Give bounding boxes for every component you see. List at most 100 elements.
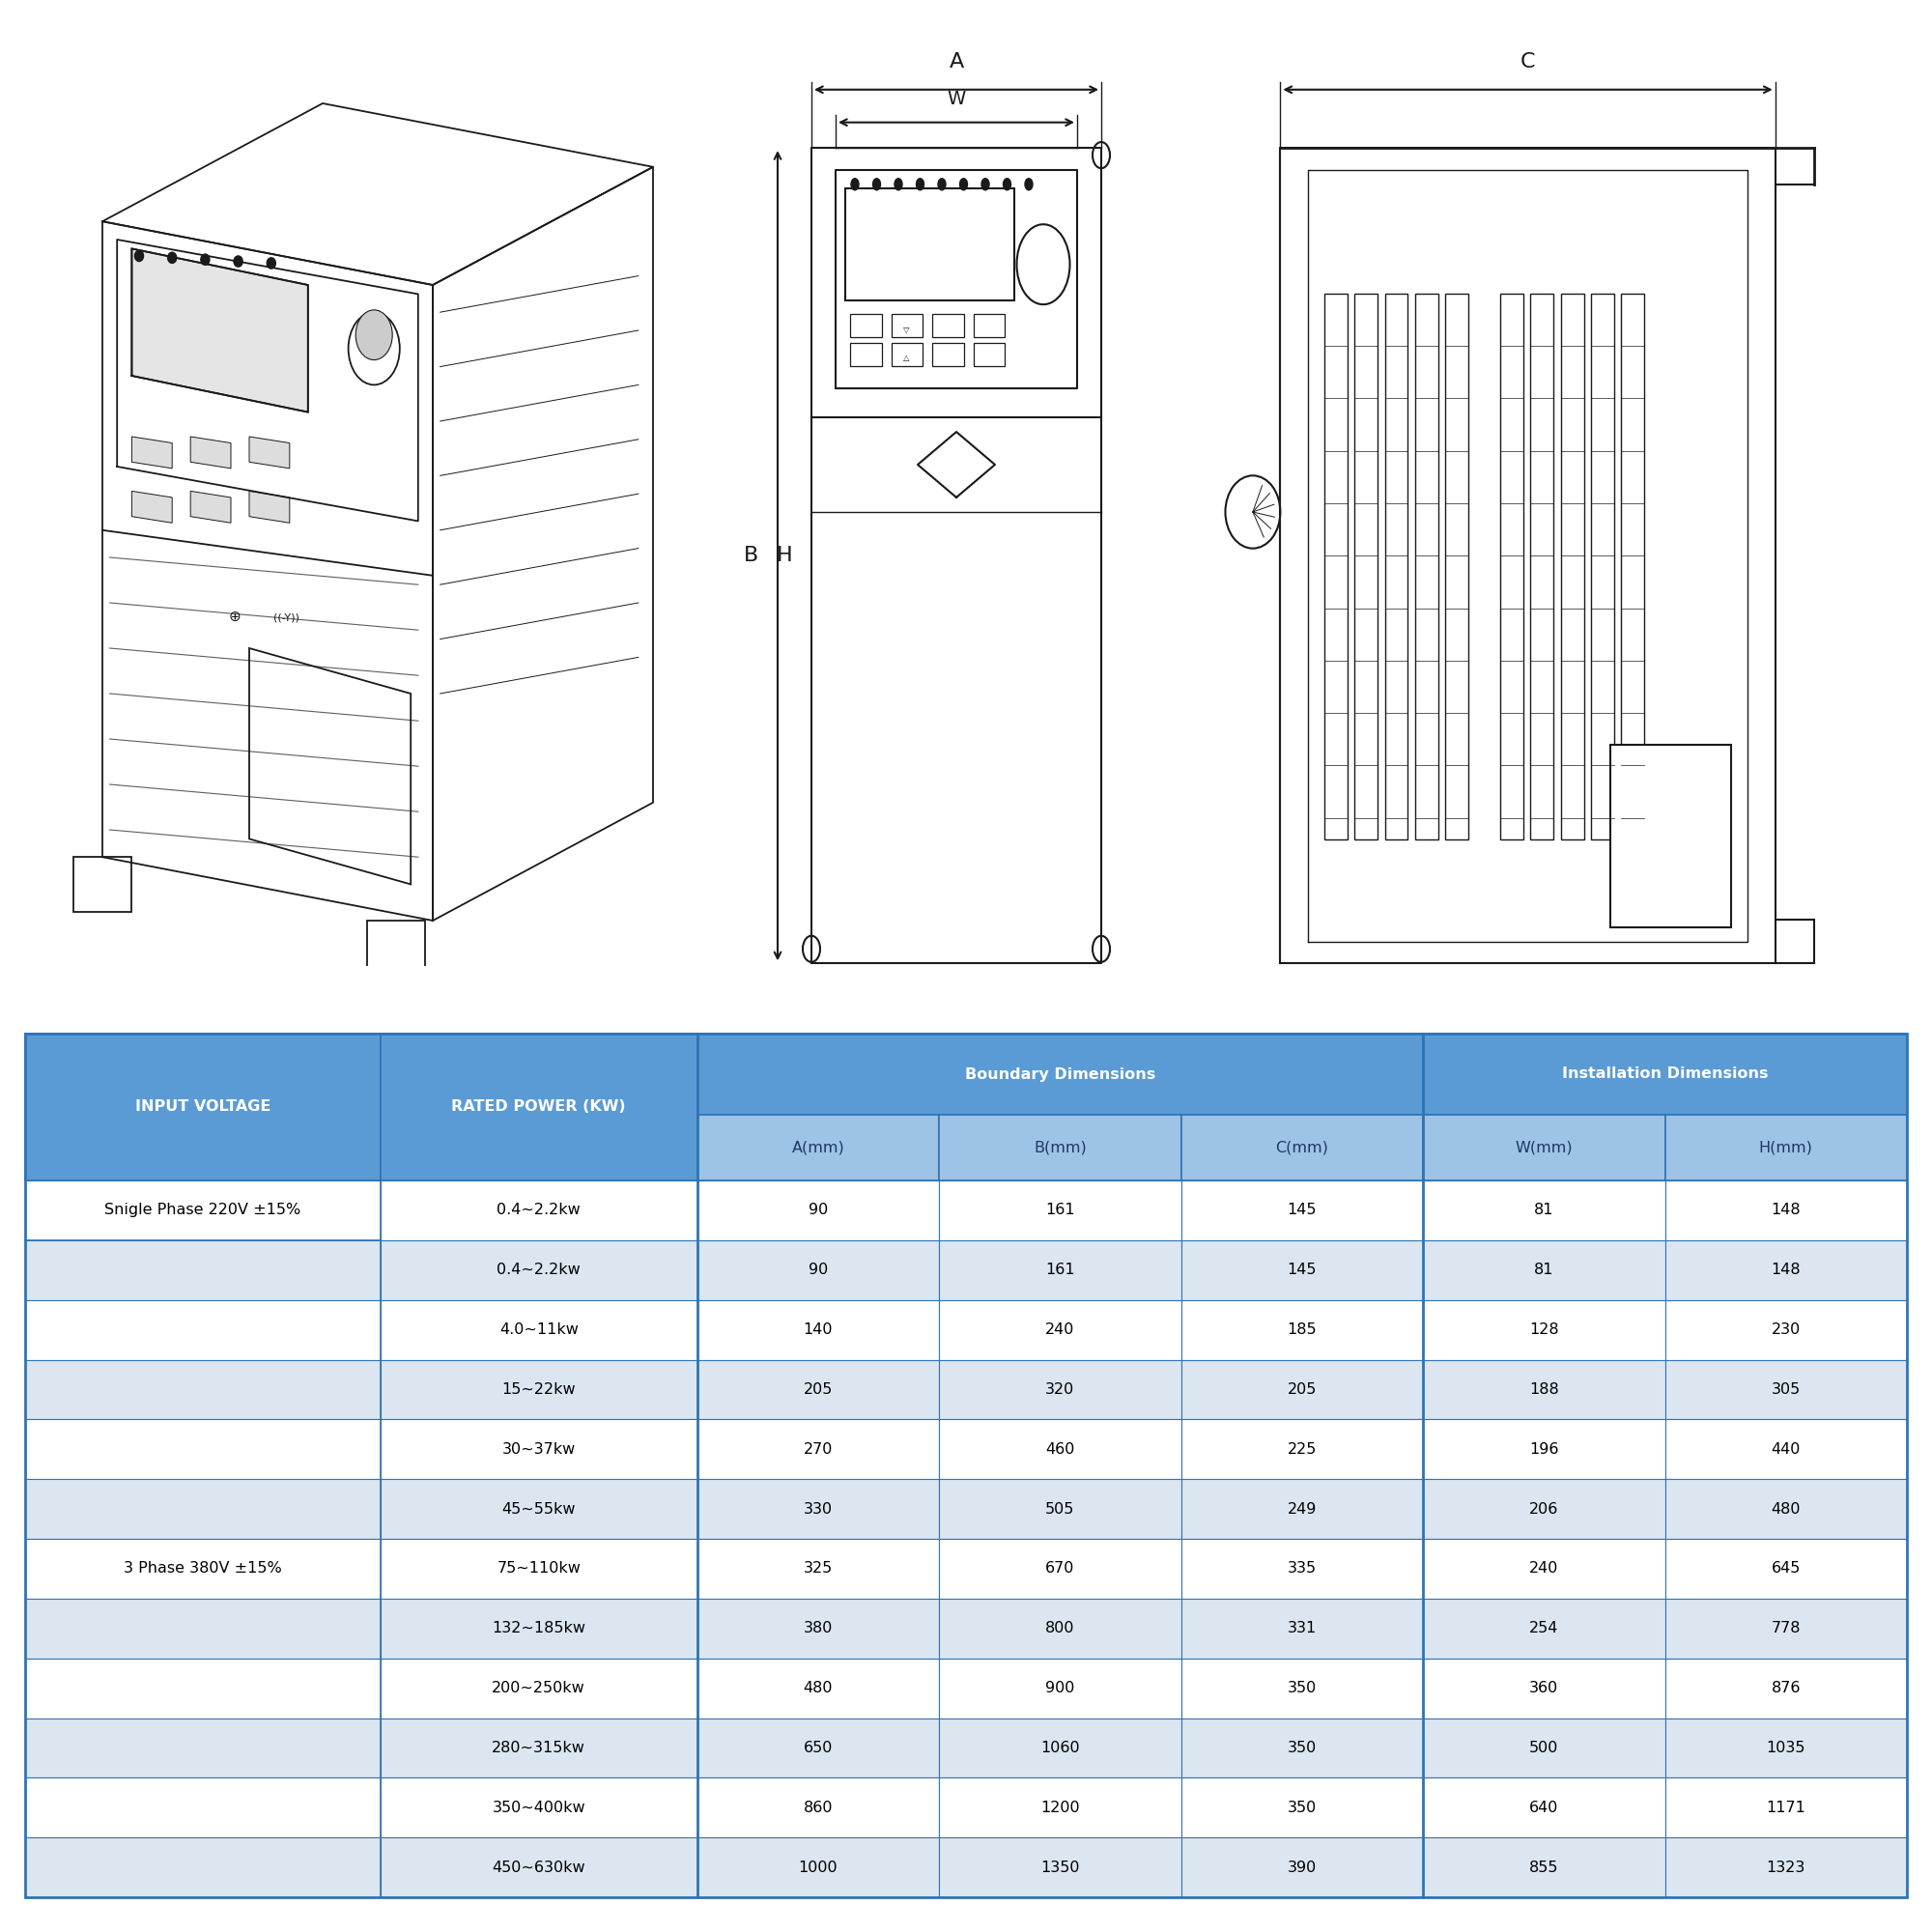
Text: INPUT VOLTAGE: INPUT VOLTAGE [135,1099,270,1115]
Text: W(mm): W(mm) [1515,1140,1573,1155]
Text: 450~630kw: 450~630kw [493,1861,585,1874]
Bar [1424,1034,1907,1115]
Bar [1424,1360,1665,1420]
Text: 205: 205 [1287,1381,1318,1397]
Text: 270: 270 [804,1441,833,1457]
Bar [939,1115,1180,1180]
Text: 1000: 1000 [798,1861,838,1874]
Text: 855: 855 [1530,1861,1559,1874]
Text: C: C [1520,52,1536,71]
Bar [25,1360,381,1420]
Bar [1445,294,1468,840]
Circle shape [1016,224,1070,305]
Bar [1424,1598,1665,1658]
Text: 225: 225 [1287,1441,1318,1457]
Text: 132~185kw: 132~185kw [493,1621,585,1636]
Text: △: △ [904,354,910,363]
Text: 1060: 1060 [1041,1741,1080,1754]
Text: 161: 161 [1045,1264,1074,1277]
Text: 650: 650 [804,1741,833,1754]
Text: 161: 161 [1045,1204,1074,1217]
Bar [381,1538,697,1598]
Bar [1665,1538,1907,1598]
Bar [697,1598,939,1658]
Bar [381,1480,697,1538]
Polygon shape [249,491,290,524]
Ellipse shape [355,309,392,359]
Text: 480: 480 [804,1681,833,1696]
Bar [931,313,964,338]
Ellipse shape [135,251,143,261]
Circle shape [1094,143,1109,168]
Bar [381,1034,697,1180]
Text: 500: 500 [1530,1741,1559,1754]
Bar [939,1538,1180,1598]
Bar [25,1034,381,1180]
Text: 81: 81 [1534,1264,1553,1277]
Text: H: H [777,547,792,566]
Bar [697,1180,939,1240]
Bar [1609,746,1731,927]
Text: 81: 81 [1534,1204,1553,1217]
Circle shape [1024,178,1032,189]
Ellipse shape [267,257,276,269]
Text: A: A [949,52,964,71]
Text: 350: 350 [1287,1741,1316,1754]
Text: C(mm): C(mm) [1275,1140,1329,1155]
Bar [939,1240,1180,1300]
Text: Snigle Phase 220V ±15%: Snigle Phase 220V ±15% [104,1204,301,1217]
Circle shape [1225,475,1281,549]
Text: 140: 140 [804,1323,833,1337]
Text: 90: 90 [808,1264,829,1277]
Text: 145: 145 [1287,1264,1318,1277]
Bar [939,1718,1180,1777]
Bar [939,1360,1180,1420]
Bar [939,1480,1180,1538]
Text: 305: 305 [1772,1381,1801,1397]
Text: ((-Y)): ((-Y)) [272,612,299,622]
Circle shape [804,935,819,962]
Bar [931,344,964,367]
Bar [25,1180,381,1240]
Bar [891,313,923,338]
Bar [1180,1300,1424,1360]
Bar [939,1180,1180,1240]
Circle shape [873,178,881,189]
Ellipse shape [234,255,243,267]
Bar [974,313,1005,338]
Bar [1424,1777,1665,1837]
Bar [1180,1658,1424,1718]
Ellipse shape [348,313,400,384]
Bar [1501,294,1522,840]
Bar [697,1034,1424,1115]
Bar [25,1777,381,1837]
Text: 480: 480 [1772,1501,1801,1517]
Bar [1180,1718,1424,1777]
Polygon shape [249,437,290,468]
Text: 148: 148 [1772,1204,1801,1217]
Bar [381,1658,697,1718]
Bar [381,1240,697,1300]
Bar [381,1300,697,1360]
Circle shape [960,178,968,189]
Text: 640: 640 [1530,1801,1559,1814]
Bar [939,1598,1180,1658]
Bar [939,1837,1180,1897]
Bar [1424,1115,1665,1180]
Bar [697,1480,939,1538]
Bar [1424,1420,1665,1480]
Bar [697,1658,939,1718]
Polygon shape [367,922,425,976]
Text: 331: 331 [1287,1621,1316,1636]
Bar [25,1300,381,1360]
Bar [697,1538,939,1598]
Ellipse shape [201,255,209,265]
Text: 460: 460 [1045,1441,1074,1457]
Polygon shape [131,249,307,412]
Bar [697,1300,939,1360]
Bar [1665,1837,1907,1897]
Text: 390: 390 [1287,1861,1316,1874]
Text: 148: 148 [1772,1264,1801,1277]
Text: RATED POWER (KW): RATED POWER (KW) [452,1099,626,1115]
Text: 30~37kw: 30~37kw [502,1441,576,1457]
